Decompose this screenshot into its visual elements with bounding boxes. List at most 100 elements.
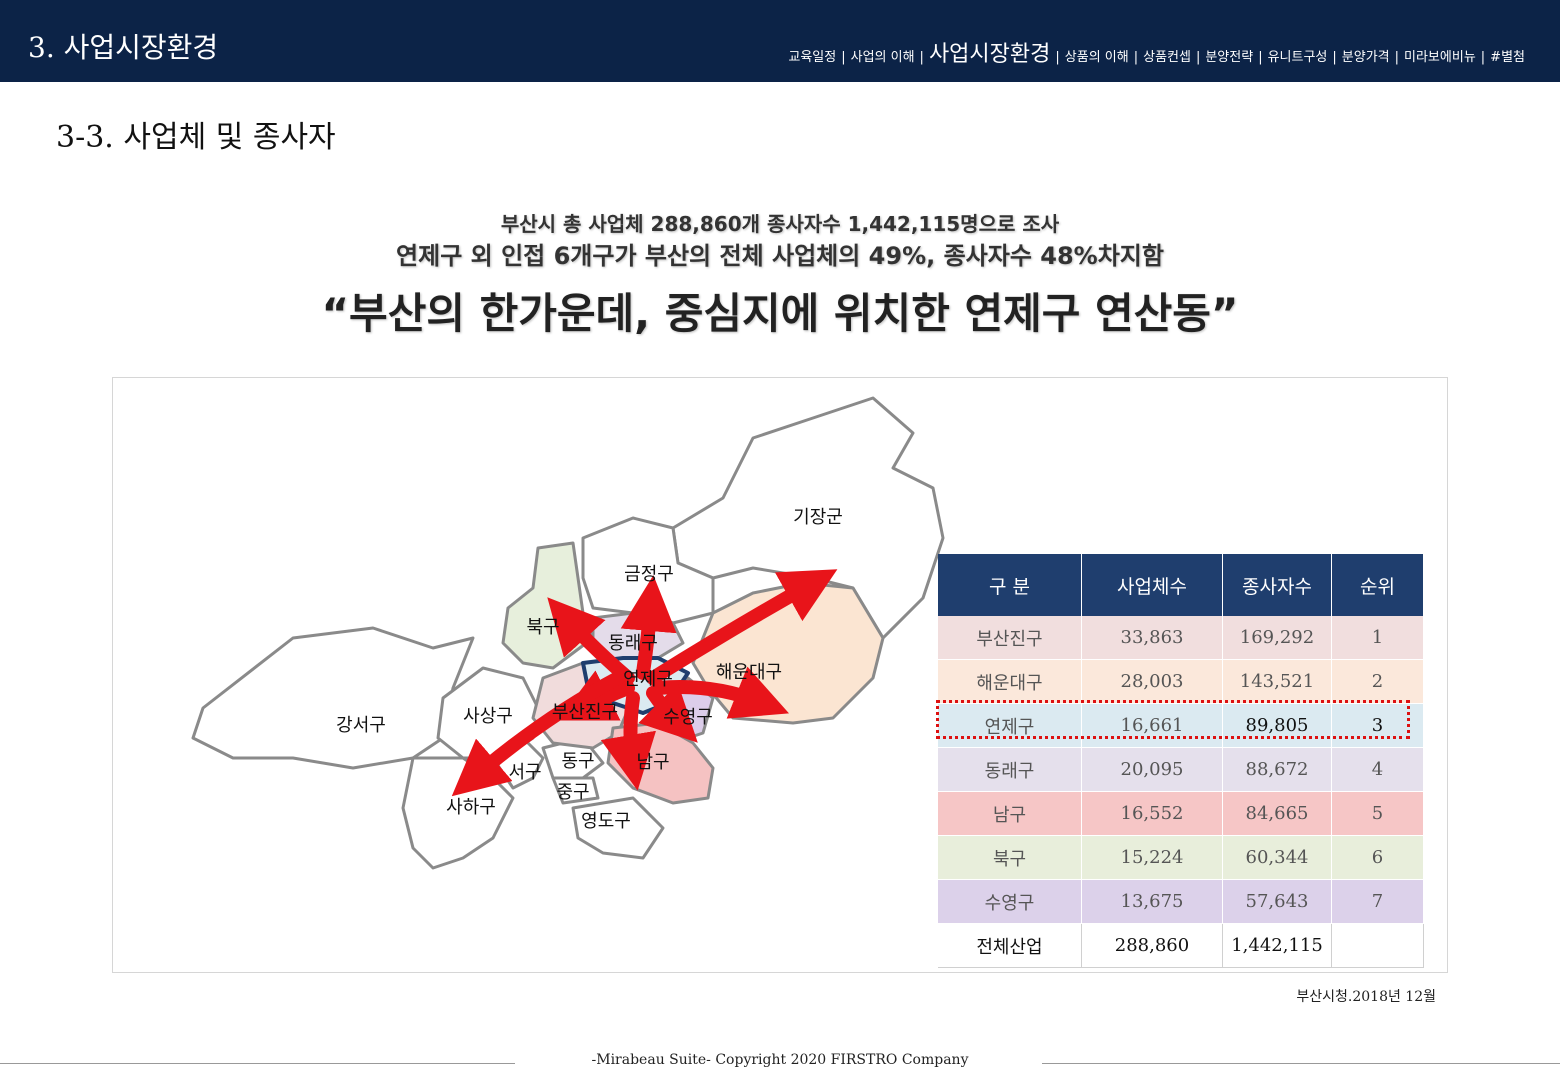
cell-total-rank <box>1331 923 1424 968</box>
nav-item-price[interactable]: 분양가격 <box>1341 50 1390 65</box>
cell-businesses: 33,863 <box>1081 616 1223 660</box>
label-yeongdo: 영도구 <box>581 811 631 832</box>
cell-workers: 89,805 <box>1222 703 1332 748</box>
page-subtitle: 3-3. 사업체 및 종사자 <box>56 120 336 155</box>
cell-businesses: 16,552 <box>1081 791 1223 836</box>
nav-item-market[interactable]: 사업시장환경 <box>928 42 1051 67</box>
cell-rank: 1 <box>1331 616 1424 660</box>
nav-separator: | <box>1195 50 1201 65</box>
cell-total-businesses: 288,860 <box>1081 923 1223 968</box>
cell-rank: 5 <box>1331 791 1424 836</box>
label-jung: 중구 <box>556 782 590 803</box>
nav-item-appendix[interactable]: #별첨 <box>1490 50 1525 65</box>
header-workers: 종사자수 <box>1222 554 1332 616</box>
cell-workers: 57,643 <box>1222 879 1332 924</box>
cell-workers: 84,665 <box>1222 791 1332 836</box>
table-header-row: 구 분 사업체수 종사자수 순위 <box>938 554 1424 616</box>
label-dong: 동구 <box>561 751 595 772</box>
header-businesses: 사업체수 <box>1081 554 1223 616</box>
table-row-highlighted: 연제구 16,661 89,805 3 <box>938 703 1424 748</box>
label-haeundae: 해운대구 <box>715 662 783 683</box>
arrow-to-gijang <box>646 569 838 685</box>
cell-workers: 60,344 <box>1222 835 1332 880</box>
arrow-to-saha <box>451 671 625 797</box>
arrow-to-nam <box>600 691 657 791</box>
footer-copyright: -Mirabeau Suite- Copyright 2020 FIRSTRO … <box>591 1052 969 1068</box>
nav-separator: | <box>919 50 924 65</box>
table-row: 남구 16,552 84,665 5 <box>938 791 1424 836</box>
district-gijang <box>671 396 945 640</box>
label-busanjin: 부산진구 <box>551 702 619 723</box>
cell-businesses: 20,095 <box>1081 747 1223 792</box>
district-yeongdo <box>571 796 665 860</box>
cell-businesses: 16,661 <box>1081 703 1223 748</box>
label-dongnae: 동래구 <box>608 633 658 654</box>
label-gijang: 기장군 <box>793 507 843 528</box>
cell-name: 북구 <box>938 835 1082 880</box>
nav-separator: | <box>1055 50 1060 65</box>
nav-separator: | <box>1133 50 1139 65</box>
label-nam: 남구 <box>636 752 670 773</box>
nav-item-business[interactable]: 사업의 이해 <box>850 50 915 65</box>
top-nav: 교육일정 | 사업의 이해 | 사업시장환경 | 상품의 이해 | 상품컨셉 |… <box>785 36 1528 68</box>
cell-name: 남구 <box>938 791 1082 836</box>
cell-name: 동래구 <box>938 747 1082 792</box>
cell-rank: 2 <box>1331 659 1424 704</box>
map-panel: 기장군 금정구 북구 동래구 연제구 해운대구 강서구 사상구 부산진구 수영구… <box>112 377 1448 973</box>
header-category: 구 분 <box>938 554 1082 616</box>
label-geumjeong: 금정구 <box>624 564 674 585</box>
district-stats-table: 구 분 사업체수 종사자수 순위 부산진구 33,863 169,292 1 해… <box>938 554 1424 968</box>
table-row: 동래구 20,095 88,672 4 <box>938 747 1424 792</box>
nav-item-avenue[interactable]: 미라보에비뉴 <box>1404 50 1476 65</box>
cell-workers: 143,521 <box>1222 659 1332 704</box>
label-saha: 사하구 <box>446 797 496 818</box>
arrow-to-geumjeong <box>620 575 677 680</box>
cell-workers: 169,292 <box>1222 616 1332 660</box>
cell-rank: 4 <box>1331 747 1424 792</box>
cell-total-workers: 1,442,115 <box>1222 923 1332 968</box>
district-gangseo <box>191 626 475 770</box>
nav-separator: | <box>1332 50 1337 65</box>
nav-item-product[interactable]: 상품의 이해 <box>1064 50 1129 65</box>
cell-rank: 6 <box>1331 835 1424 880</box>
arrow-to-suyeong <box>638 683 698 743</box>
cell-workers: 88,672 <box>1222 747 1332 792</box>
table-row: 부산진구 33,863 169,292 1 <box>938 616 1424 660</box>
table-row: 북구 15,224 60,344 6 <box>938 835 1424 880</box>
cell-name: 부산진구 <box>938 616 1082 660</box>
cell-name: 수영구 <box>938 879 1082 924</box>
nav-separator: | <box>841 50 846 65</box>
label-sasang: 사상구 <box>463 706 513 727</box>
label-yeonje: 연제구 <box>623 669 673 690</box>
district-jung <box>551 776 600 805</box>
headline-quote: “부산의 한가운데, 중심지에 위치한 연제구 연산동” <box>321 289 1239 338</box>
nav-item-strategy[interactable]: 분양전략 <box>1205 50 1254 65</box>
cell-rank: 7 <box>1331 879 1424 924</box>
nav-item-unit[interactable]: 유니트구성 <box>1267 50 1328 65</box>
table-row: 수영구 13,675 57,643 7 <box>938 879 1424 924</box>
header-rank: 순위 <box>1331 554 1424 616</box>
headline-summary: 부산시 총 사업체 288,860개 종사자수 1,442,115명으로 조사 <box>500 212 1060 236</box>
cell-total-name: 전체산업 <box>938 923 1082 968</box>
section-title: 3. 사업시장환경 <box>28 31 219 64</box>
cell-name: 해운대구 <box>938 659 1082 704</box>
cell-businesses: 13,675 <box>1081 879 1223 924</box>
cell-businesses: 15,224 <box>1081 835 1223 880</box>
source-note: 부산시청.2018년 12월 <box>1296 989 1436 1005</box>
table-total-row: 전체산업 288,860 1,442,115 <box>938 923 1424 968</box>
arrow-to-busanjin <box>557 670 635 721</box>
footer-divider-left <box>0 1063 515 1064</box>
cell-businesses: 28,003 <box>1081 659 1223 704</box>
nav-separator: | <box>1394 50 1400 65</box>
cell-rank: 3 <box>1331 703 1424 748</box>
headline-share: 연제구 외 인접 6개구가 부산의 전체 사업체의 49%, 종사자수 48%차… <box>396 242 1164 270</box>
label-suyeong: 수영구 <box>663 707 713 728</box>
nav-item-concept[interactable]: 상품컨셉 <box>1143 50 1191 65</box>
nav-item-schedule[interactable]: 교육일정 <box>788 50 837 65</box>
header-bar: 3. 사업시장환경 교육일정 | 사업의 이해 | 사업시장환경 | 상품의 이… <box>0 0 1560 82</box>
label-seo: 서구 <box>508 762 542 783</box>
table-row: 해운대구 28,003 143,521 2 <box>938 659 1424 704</box>
district-buk <box>501 541 595 670</box>
nav-separator: | <box>1480 50 1486 65</box>
footer-divider-right <box>1042 1063 1560 1064</box>
